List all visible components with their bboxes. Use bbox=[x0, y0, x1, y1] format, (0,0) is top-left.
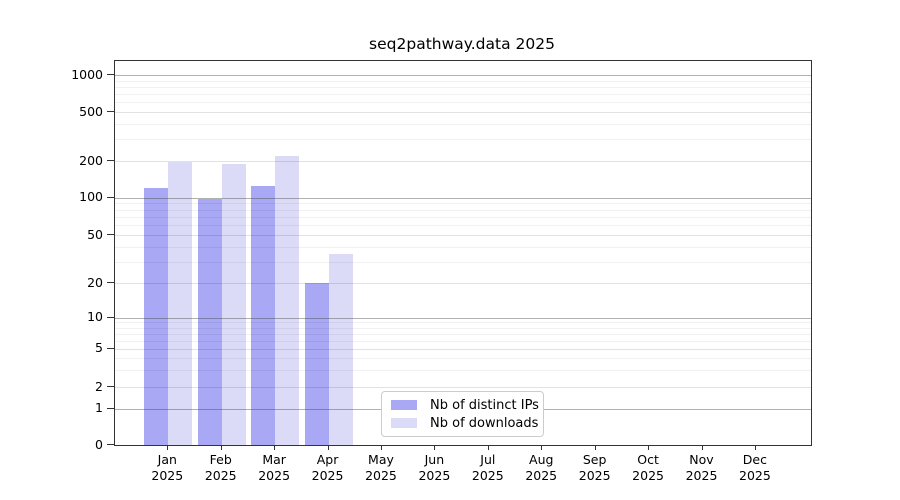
x-tick-mark-jun bbox=[434, 445, 436, 450]
x-tick-label-feb: Feb 2025 bbox=[205, 452, 237, 484]
bar-downloads-mar bbox=[275, 155, 300, 445]
y-tick-label-10: 10 bbox=[87, 308, 103, 324]
month-year: 2025 bbox=[311, 468, 344, 483]
month-year: 2025 bbox=[418, 468, 451, 483]
x-tick-label-sep: Sep 2025 bbox=[579, 452, 611, 484]
month-year: 2025 bbox=[578, 468, 611, 483]
month-year: 2025 bbox=[685, 468, 718, 483]
gridline-y-900 bbox=[115, 80, 811, 82]
x-tick-mark-feb bbox=[220, 445, 222, 450]
bar-downloads-feb bbox=[221, 163, 246, 445]
y-tick-label-500: 500 bbox=[79, 103, 103, 119]
plot-area bbox=[114, 60, 812, 446]
x-tick-label-jul: Jul 2025 bbox=[472, 452, 504, 484]
gridline-y-600 bbox=[115, 102, 811, 104]
month-name: May bbox=[368, 452, 394, 467]
y-tick-mark-200 bbox=[107, 160, 114, 161]
x-tick-label-jun: Jun 2025 bbox=[418, 452, 450, 484]
gridline-y-500 bbox=[115, 112, 811, 113]
x-tick-label-oct: Oct 2025 bbox=[632, 452, 664, 484]
legend-label: Nb of distinct IPs bbox=[430, 397, 539, 413]
month-name: Feb bbox=[209, 452, 232, 467]
x-tick-mark-sep bbox=[594, 445, 596, 450]
month-year: 2025 bbox=[471, 468, 504, 483]
gridline-y-300 bbox=[115, 139, 811, 141]
x-tick-label-mar: Mar 2025 bbox=[258, 452, 290, 484]
y-tick-label-0: 0 bbox=[95, 436, 103, 452]
x-tick-label-dec: Dec 2025 bbox=[739, 452, 771, 484]
x-tick-mark-apr bbox=[327, 445, 329, 450]
month-year: 2025 bbox=[151, 468, 184, 483]
gridline-y-400 bbox=[115, 123, 811, 125]
x-tick-mark-jan bbox=[167, 445, 169, 450]
legend-label: Nb of downloads bbox=[430, 415, 539, 431]
x-tick-mark-aug bbox=[541, 445, 543, 450]
legend-swatch-icon bbox=[391, 418, 417, 428]
y-tick-label-1: 1 bbox=[95, 399, 103, 415]
x-tick-mark-oct bbox=[648, 445, 650, 450]
y-tick-mark-2 bbox=[107, 386, 114, 387]
legend-swatch-icon bbox=[391, 400, 417, 410]
month-year: 2025 bbox=[204, 468, 237, 483]
month-name: Aug bbox=[529, 452, 554, 467]
month-name: Jun bbox=[424, 452, 445, 467]
y-tick-label-50: 50 bbox=[87, 226, 103, 242]
chart-title: seq2pathway.data 2025 bbox=[369, 35, 555, 53]
month-year: 2025 bbox=[525, 468, 558, 483]
gridline-y-200 bbox=[115, 161, 811, 162]
x-tick-label-nov: Nov 2025 bbox=[686, 452, 718, 484]
month-name: Jan bbox=[157, 452, 177, 467]
month-name: Apr bbox=[316, 452, 339, 467]
month-year: 2025 bbox=[258, 468, 291, 483]
x-tick-mark-nov bbox=[701, 445, 703, 450]
legend: Nb of distinct IPs Nb of downloads bbox=[381, 391, 544, 437]
month-year: 2025 bbox=[365, 468, 397, 483]
month-name: Jul bbox=[480, 452, 496, 467]
month-name: Oct bbox=[637, 452, 659, 467]
x-tick-mark-dec bbox=[754, 445, 756, 450]
legend-row-distinct-ips: Nb of distinct IPs bbox=[391, 399, 543, 412]
y-tick-label-1000: 1000 bbox=[71, 66, 103, 82]
bar-downloads-jan bbox=[168, 161, 193, 445]
y-tick-mark-20 bbox=[107, 282, 114, 283]
y-tick-label-200: 200 bbox=[79, 152, 103, 168]
gridline-y-700 bbox=[115, 94, 811, 96]
x-tick-label-aug: Aug 2025 bbox=[525, 452, 557, 484]
month-name: Mar bbox=[262, 452, 286, 467]
bar-distinct-ips-feb bbox=[197, 199, 222, 445]
y-tick-mark-100 bbox=[107, 196, 114, 198]
bar-distinct-ips-apr bbox=[304, 283, 329, 445]
y-tick-label-2: 2 bbox=[95, 378, 103, 394]
y-tick-mark-50 bbox=[107, 234, 114, 235]
y-tick-label-100: 100 bbox=[79, 188, 103, 204]
month-year: 2025 bbox=[739, 468, 771, 483]
gridline-y-1000 bbox=[115, 75, 811, 76]
y-tick-mark-10 bbox=[107, 316, 114, 318]
x-tick-mark-mar bbox=[274, 445, 276, 450]
y-tick-mark-500 bbox=[107, 111, 114, 112]
y-tick-mark-1000 bbox=[107, 74, 114, 75]
bar-downloads-apr bbox=[328, 253, 353, 445]
x-tick-label-apr: Apr 2025 bbox=[312, 452, 344, 484]
y-tick-mark-1 bbox=[107, 407, 114, 409]
bar-distinct-ips-jan bbox=[144, 187, 169, 445]
y-tick-mark-5 bbox=[107, 347, 114, 349]
y-tick-label-20: 20 bbox=[87, 274, 103, 290]
month-name: Sep bbox=[582, 452, 607, 467]
x-tick-mark-jul bbox=[487, 445, 489, 450]
y-tick-mark-0 bbox=[107, 444, 114, 445]
month-name: Dec bbox=[742, 452, 767, 467]
x-tick-label-may: May 2025 bbox=[365, 452, 397, 484]
month-name: Nov bbox=[689, 452, 714, 467]
x-tick-mark-may bbox=[380, 445, 382, 450]
gridline-y-800 bbox=[115, 86, 811, 88]
x-tick-label-jan: Jan 2025 bbox=[151, 452, 183, 484]
bar-distinct-ips-mar bbox=[251, 185, 276, 445]
month-year: 2025 bbox=[632, 468, 664, 483]
y-tick-label-5: 5 bbox=[95, 339, 103, 355]
legend-row-downloads: Nb of downloads bbox=[391, 417, 543, 430]
